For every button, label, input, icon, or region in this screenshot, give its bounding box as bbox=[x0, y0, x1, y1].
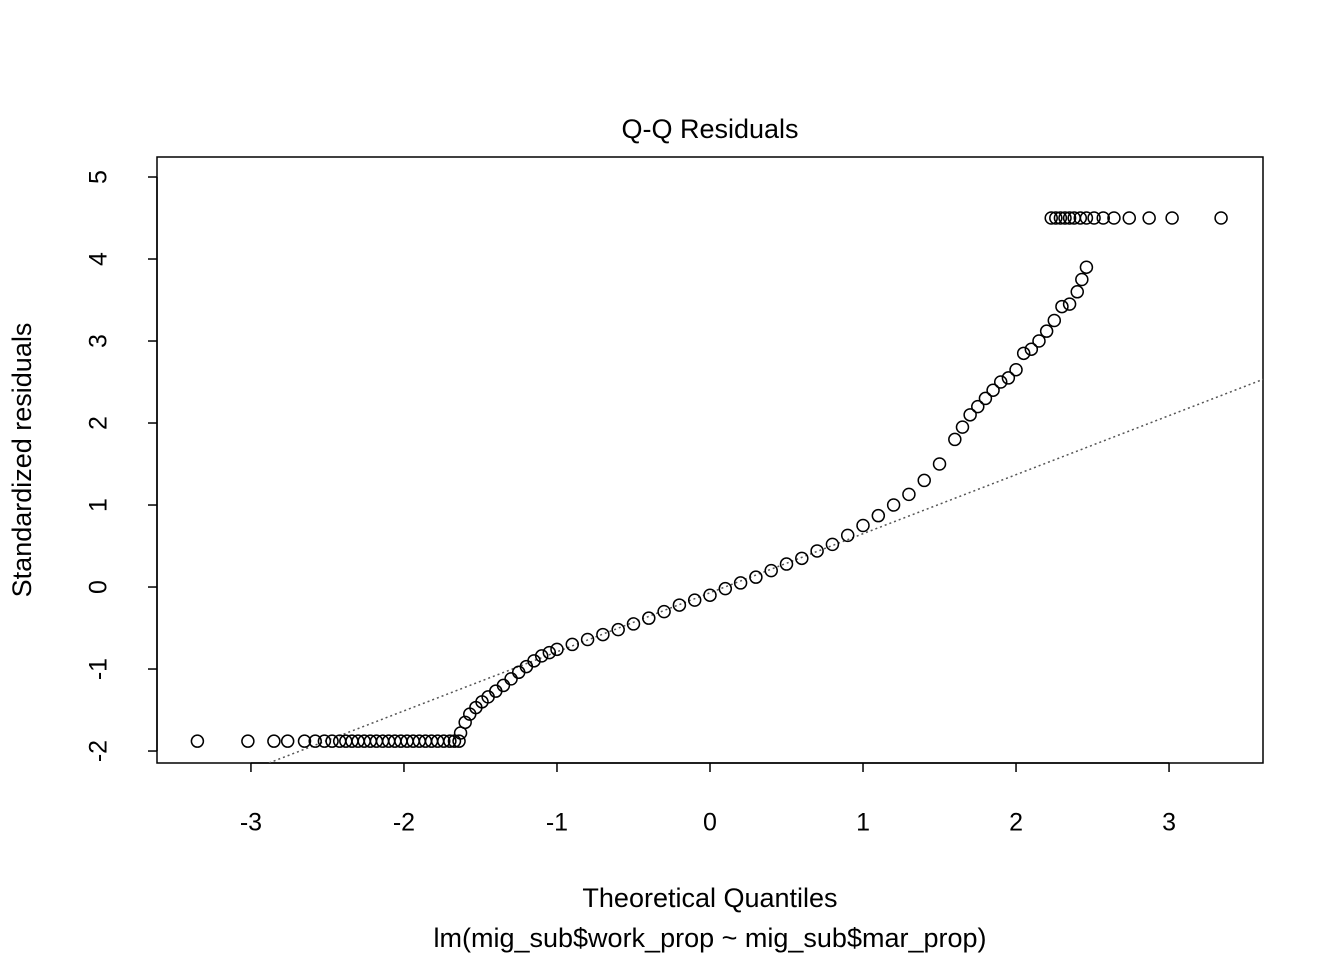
y-tick-label: 1 bbox=[85, 498, 113, 512]
y-tick-label: 3 bbox=[85, 334, 113, 348]
point bbox=[241, 734, 255, 748]
point bbox=[565, 637, 580, 652]
point bbox=[1165, 211, 1179, 225]
point bbox=[993, 375, 1008, 389]
point bbox=[496, 678, 511, 693]
point bbox=[325, 734, 339, 748]
point bbox=[840, 528, 855, 543]
point bbox=[764, 563, 778, 578]
point bbox=[718, 581, 733, 596]
x-tick-label: -1 bbox=[546, 809, 568, 837]
point bbox=[1079, 211, 1094, 225]
x-tick-label: 3 bbox=[1162, 809, 1176, 837]
point bbox=[1058, 211, 1072, 225]
x-tick-label: 1 bbox=[856, 809, 870, 837]
point bbox=[437, 734, 451, 748]
point bbox=[1079, 260, 1094, 274]
point bbox=[1049, 211, 1063, 225]
qq-line bbox=[266, 378, 1263, 763]
point bbox=[190, 734, 205, 748]
point bbox=[534, 649, 549, 663]
point bbox=[596, 627, 610, 642]
point bbox=[1032, 334, 1046, 348]
y-tick-label: -2 bbox=[85, 740, 113, 762]
point bbox=[917, 473, 931, 488]
point bbox=[703, 588, 717, 602]
point bbox=[871, 508, 886, 523]
point bbox=[779, 557, 794, 571]
point bbox=[1055, 299, 1069, 314]
point bbox=[971, 399, 985, 414]
point bbox=[504, 672, 518, 686]
point bbox=[1214, 211, 1228, 225]
point bbox=[1062, 297, 1077, 311]
point bbox=[443, 734, 457, 748]
point bbox=[749, 570, 763, 584]
point bbox=[280, 734, 295, 748]
point bbox=[626, 617, 641, 631]
x-axis-label: Theoretical Quantiles bbox=[582, 883, 837, 913]
x-tick-label: -2 bbox=[393, 809, 415, 837]
point bbox=[886, 498, 901, 512]
point bbox=[955, 420, 970, 434]
point bbox=[1047, 313, 1062, 328]
y-tick-label: 2 bbox=[85, 416, 113, 430]
point bbox=[642, 611, 656, 625]
point bbox=[825, 537, 840, 552]
point bbox=[1024, 342, 1039, 356]
point bbox=[810, 544, 824, 558]
point bbox=[1142, 211, 1156, 225]
point bbox=[672, 598, 687, 612]
point bbox=[317, 734, 332, 748]
point bbox=[580, 632, 595, 647]
point bbox=[527, 654, 541, 668]
point bbox=[1044, 211, 1058, 225]
point bbox=[1062, 211, 1077, 225]
x-tick-label: 2 bbox=[1009, 809, 1023, 837]
y-axis-label: Standardized residuals bbox=[7, 323, 37, 598]
point bbox=[1075, 272, 1089, 287]
point bbox=[611, 622, 625, 637]
point bbox=[1053, 211, 1068, 225]
subtitle: lm(mig_sub$work_prop ~ mig_sub$mar_prop) bbox=[434, 923, 987, 953]
point bbox=[542, 645, 557, 660]
point bbox=[657, 604, 671, 619]
y-tick-label: 0 bbox=[85, 580, 113, 594]
point bbox=[1016, 346, 1031, 361]
point bbox=[1087, 211, 1101, 225]
plot-frame bbox=[156, 156, 1264, 764]
point bbox=[948, 432, 962, 447]
point bbox=[1070, 285, 1084, 299]
point bbox=[550, 642, 564, 657]
point bbox=[856, 518, 870, 533]
point bbox=[1001, 371, 1016, 385]
point bbox=[687, 593, 702, 607]
y-tick-label: -1 bbox=[85, 658, 113, 680]
x-tick-label: -3 bbox=[240, 809, 262, 837]
point bbox=[1096, 211, 1111, 225]
y-tick-label: 5 bbox=[85, 170, 113, 184]
point bbox=[297, 734, 312, 748]
point bbox=[1107, 211, 1121, 225]
point bbox=[1073, 211, 1088, 225]
point bbox=[963, 408, 977, 422]
point bbox=[1009, 362, 1023, 377]
point bbox=[452, 734, 466, 748]
y-tick-label: 4 bbox=[85, 252, 113, 266]
point bbox=[932, 457, 947, 471]
point bbox=[1039, 324, 1054, 338]
point bbox=[902, 487, 916, 502]
point bbox=[458, 715, 472, 730]
point bbox=[795, 551, 809, 566]
point bbox=[978, 391, 993, 406]
point bbox=[986, 383, 1000, 397]
point bbox=[267, 734, 281, 748]
x-tick-label: 0 bbox=[703, 809, 717, 837]
point bbox=[308, 734, 322, 748]
point bbox=[733, 576, 748, 590]
point bbox=[1122, 211, 1137, 225]
chart-title: Q-Q Residuals bbox=[621, 114, 798, 144]
